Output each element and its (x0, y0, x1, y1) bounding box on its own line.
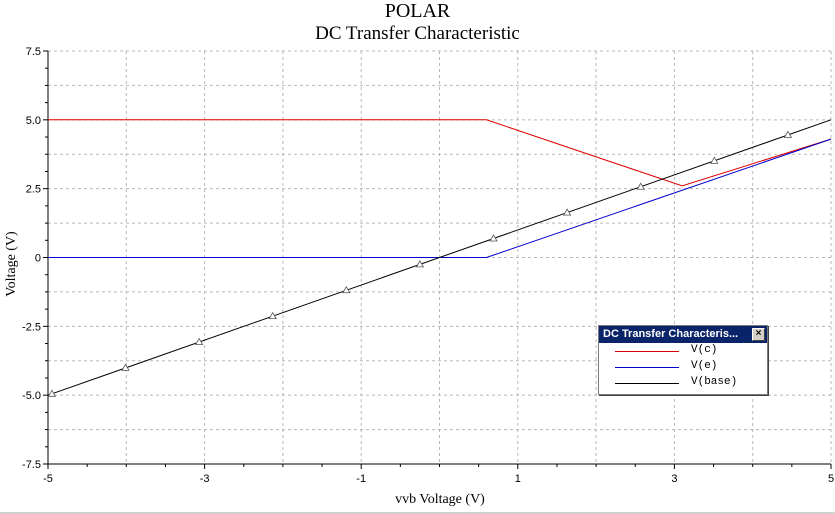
legend-item-vc: V(c) (599, 343, 767, 359)
x-tick-label: -1 (356, 473, 366, 485)
series-marker-2 (342, 285, 351, 294)
y-tick-label: 2.5 (26, 184, 41, 196)
y-tick-label: 5.0 (26, 115, 41, 127)
series-line-0 (48, 119, 832, 187)
y-axis-label: Voltage (V) (4, 231, 19, 297)
series-marker-2 (710, 156, 719, 164)
legend-window[interactable]: DC Transfer Characteris... × V(c) V(e) V… (598, 325, 768, 395)
x-tick-label: 5 (828, 473, 834, 485)
legend-item-ve: V(e) (599, 359, 767, 375)
series-marker-2 (415, 260, 425, 268)
legend-swatch-vbase (615, 383, 679, 384)
y-tick-label: -2.5 (22, 321, 41, 333)
series-marker-2 (268, 311, 277, 320)
legend-label-vc: V(c) (691, 344, 718, 356)
legend-label-vbase: V(base) (691, 376, 738, 388)
series-marker-2 (489, 234, 498, 242)
series-line-2 (47, 119, 832, 396)
legend-item-vbase: V(base) (599, 375, 767, 391)
series-marker-2 (194, 337, 204, 345)
chart-title: POLAR (384, 0, 451, 22)
y-tick-label: -7.5 (22, 459, 41, 471)
series-marker-2 (783, 130, 793, 138)
series-marker-2 (636, 182, 645, 190)
series-marker-2 (562, 208, 572, 216)
chart-subtitle: DC Transfer Characteristic (315, 23, 520, 44)
close-icon[interactable]: × (752, 328, 765, 341)
legend-title: DC Transfer Characteris... (603, 328, 739, 340)
legend-swatch-vc (615, 351, 679, 352)
legend-swatch-ve (615, 367, 679, 368)
series-marker-2 (47, 389, 57, 397)
window-bottom-border (0, 512, 835, 514)
series-marker-2 (121, 363, 130, 371)
x-tick-label: -5 (43, 473, 53, 485)
x-axis-label: vvb Voltage (V) (395, 492, 485, 507)
x-tick-label: -3 (200, 473, 210, 485)
y-tick-label: -5.0 (22, 390, 41, 402)
y-tick-label: 7.5 (26, 46, 41, 58)
x-tick-label: 3 (671, 473, 677, 485)
legend-label-ve: V(e) (691, 360, 718, 372)
legend-title-bar[interactable]: DC Transfer Characteris... × (599, 326, 767, 343)
y-tick-label: 0 (35, 253, 41, 265)
series-line-1 (48, 138, 832, 258)
x-tick-label: 1 (515, 473, 521, 485)
